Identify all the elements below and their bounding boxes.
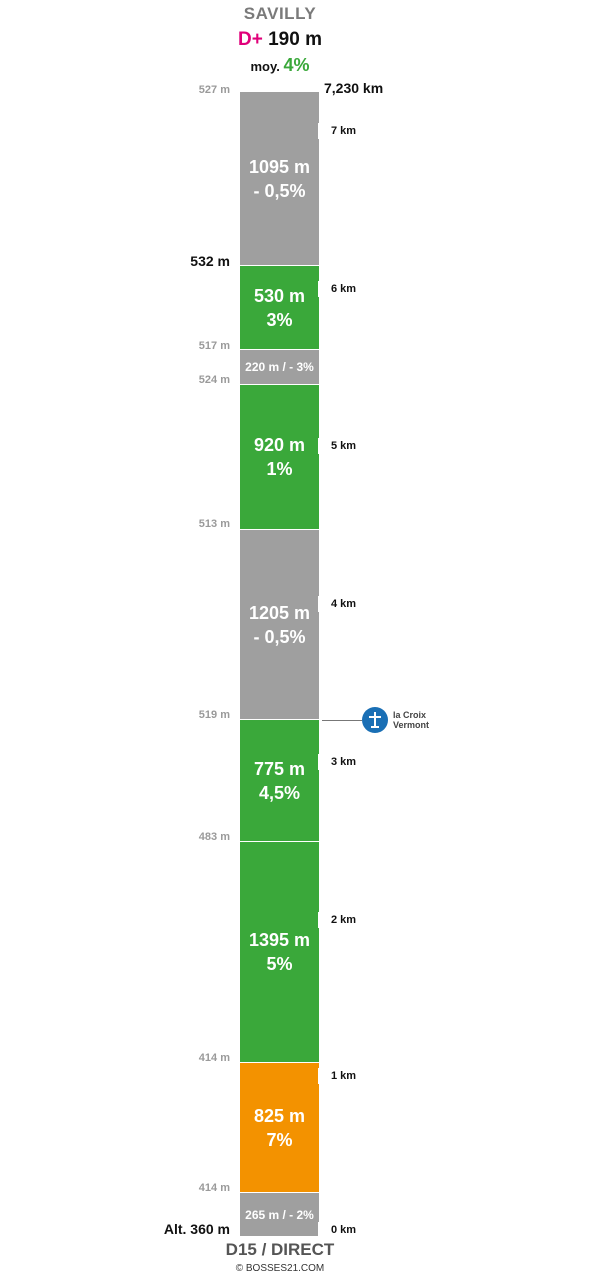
segment-grade: 5% [266,954,293,974]
segment-1: 1095 m - 0,5% [240,92,319,266]
km-notch [318,438,327,454]
segment-length: 825 m [253,1105,306,1126]
km-marker: 0 km [318,1221,357,1239]
copyright: © BOSSES21.COM [235,1263,325,1274]
poi-name: la Croix Vermont [393,710,430,730]
altitude-label: 517 m [198,340,230,352]
segment-grade: 1% [266,459,293,479]
road-name: D15 / DIRECT [225,1240,335,1259]
segment-length: 920 m [253,435,306,455]
page-title: SAVILLY [243,4,317,23]
moy-value: 4% [283,55,310,75]
segment-length: 775 m [253,758,306,779]
segment-6: 775 m 4,5% [240,720,319,842]
km-notch [318,1222,327,1238]
segment-grade: 7% [266,1129,293,1150]
altitude-label: 414 m [198,1182,230,1194]
segment-5: 1205 m - 0,5% [240,530,319,720]
km-label: 2 km [331,914,357,926]
moy-label: moy. [250,59,280,74]
segment-length: 220 m / - 3% [245,360,314,374]
km-label: 4 km [331,598,357,610]
km-marker: 3 km [318,753,357,771]
segment-9: 265 m / - 2% [240,1193,319,1236]
segment-8: 825 m 7% [240,1063,319,1193]
km-marker: 6 km [318,280,357,298]
altitude-label: 414 m [198,1052,230,1064]
km-notch [318,1068,327,1084]
average-grade: moy. 4% [0,55,560,76]
km-label: 7 km [331,125,357,137]
segment-length: 530 m [253,285,306,306]
poi-leader-line [322,719,362,721]
km-label: 6 km [331,283,357,295]
km-label: 5 km [331,440,357,452]
elevation-gain: D+ 190 m [0,29,560,51]
altitude-label: 513 m [198,518,230,530]
altitude-label: 527 m [198,84,230,96]
poi-marker: la Croix Vermont [322,707,453,733]
segment-grade: - 0,5% [253,626,306,647]
segment-length: 265 m / - 2% [245,1207,314,1222]
segment-4: 920 m 1% [240,385,319,530]
km-label: 1 km [331,1070,357,1082]
km-marker: 2 km [318,911,357,929]
km-marker: 1 km [318,1067,357,1085]
dplus-value: 190 m [268,29,322,50]
segment-length: 1395 m [248,930,311,950]
altitude-label: 519 m [198,709,230,721]
km-marker: 4 km [318,595,357,613]
altitude-label: Alt. 360 m [163,1221,230,1237]
altitude-label: 524 m [198,374,230,386]
km-marker: 5 km [318,437,357,455]
total-distance: 7,230 km [324,80,384,96]
km-notch [318,596,327,612]
segment-length: 1095 m [248,156,311,177]
segment-7: 1395 m 5% [240,842,319,1063]
altitude-label: 532 m [190,253,230,269]
km-marker: 7 km [318,122,357,140]
cross-icon [362,707,388,733]
segment-length: 1205 m [248,602,311,623]
segment-grade: 3% [266,309,293,330]
km-notch [318,123,327,139]
km-label: 3 km [331,756,357,768]
km-notch [318,281,327,297]
km-label: 0 km [331,1224,357,1236]
segment-2: 530 m 3% [240,266,319,350]
segment-grade: - 0,5% [253,180,306,201]
segment-3: 220 m / - 3% [240,350,319,385]
segment-grade: 4,5% [258,782,301,803]
dplus-label: D+ [238,29,263,50]
altitude-label: 483 m [198,831,230,843]
km-notch [318,912,327,928]
km-notch [318,754,327,770]
